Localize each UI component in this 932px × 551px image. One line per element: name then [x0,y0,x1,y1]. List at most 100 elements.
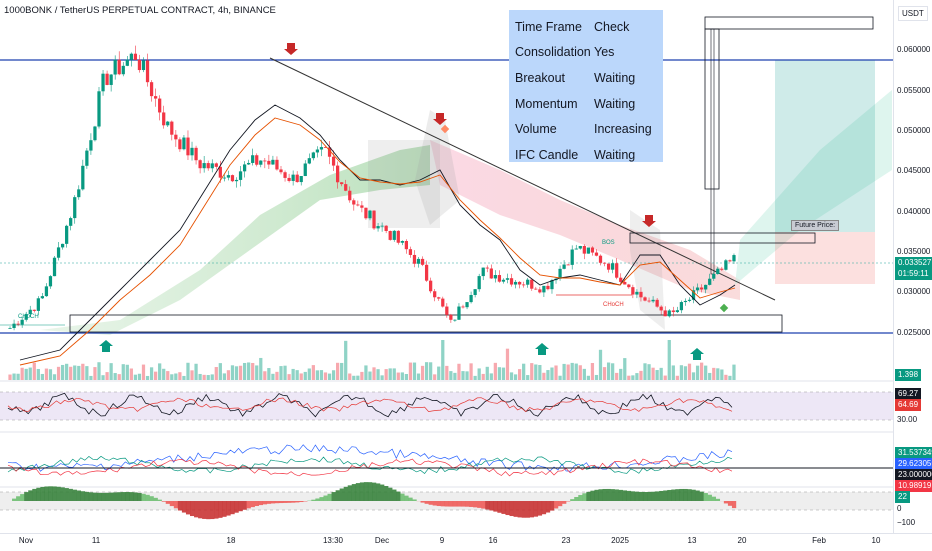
oscillator-bar [392,490,396,501]
oscillator-bar [445,501,449,507]
candle-body [271,160,274,165]
oscillator-bar [57,487,61,501]
candle-body [385,226,388,231]
volume-bar [494,363,497,380]
candle-body [207,163,210,168]
volume-bar [279,366,282,380]
volume-bar [348,374,351,380]
oscillator-bar [239,501,243,511]
volume-bar [380,375,383,380]
volume-bar [429,362,432,380]
candle-body [158,99,161,113]
oscillator-bar [113,492,117,501]
oscillator-bar [279,501,283,503]
oscillator-bar [732,501,736,508]
oscillator-bar [683,489,687,501]
oscillator-bar [206,501,210,519]
oscillator-bar [36,488,40,501]
volume-bar [453,373,456,380]
volume-bar [223,373,226,380]
volume-bar [562,364,565,380]
candle-body [146,61,149,83]
oscillator-bar [728,501,732,506]
osc-badge: 22 [895,491,910,503]
volume-bar [704,366,707,380]
oscillator-bar [453,501,457,507]
candle-body [16,324,19,325]
time-tick: 13:30 [323,536,343,545]
oscillator-bar [344,487,348,501]
volume-bar [304,372,307,380]
volume-bar [194,364,197,380]
volume-bar [332,370,335,380]
candle-body [413,255,416,264]
oscillator-bar [562,501,566,504]
volume-bar [498,367,501,380]
volume-bar [198,374,201,380]
oscillator-bar [328,494,332,501]
target-stop-zone [775,232,875,284]
volume-bar [283,366,286,380]
oscillator-bar [635,492,639,501]
candle-body [93,127,96,141]
volume-bar [506,349,509,380]
candle-body [126,60,129,66]
candle-body [639,292,642,297]
oscillator-bar [594,490,598,501]
choch-label-left: CHoCH [18,314,39,320]
candle-body [526,280,529,285]
candle-body [587,248,590,254]
volume-bar [190,370,193,380]
oscillator-bar [141,494,145,501]
volume-bar [105,372,108,380]
oscillator-bar [631,491,635,501]
oscillator-bar [558,501,562,506]
volume-bar [203,375,206,380]
candle-body [203,163,206,168]
oscillator-bar [117,492,121,501]
volume-bar [401,372,404,380]
oscillator-bar [275,501,279,503]
volume-bar [688,364,691,380]
candle-body [684,301,687,302]
candle-body [482,268,485,276]
volume-bar [207,375,210,380]
candle-body [122,66,125,74]
candle-body [300,176,303,182]
oscillator-bar [315,499,319,501]
volume-bar [368,372,371,380]
volume-bar [660,368,663,380]
volume-bar [296,370,299,380]
oscillator-bar [611,489,615,501]
currency-label[interactable]: USDT [898,6,928,21]
volume-bar [89,376,92,380]
candle-body [198,160,201,168]
oscillator-bar [675,489,679,501]
oscillator-bar [376,483,380,501]
volume-bar [247,362,250,380]
volume-bar [146,376,149,380]
time-axis[interactable] [0,533,932,551]
candle-body [571,250,574,265]
volume-bar [558,376,561,380]
oscillator-bar [627,491,631,501]
oscillator-bar [198,501,202,518]
candle-body [49,276,52,286]
candle-body [194,148,197,160]
candle-body [562,265,565,269]
volume-bar [417,374,420,380]
oscillator-bar [481,501,485,509]
volume-bar [81,364,84,380]
oscillator-bar [696,491,700,501]
oscillator-bar [469,501,473,507]
vertical-target-box [705,29,719,189]
candle-body [631,287,634,294]
time-tick: 11 [92,536,100,545]
candle-body [101,74,104,92]
volume-bar [554,365,557,380]
oscillator-bar [687,489,691,501]
